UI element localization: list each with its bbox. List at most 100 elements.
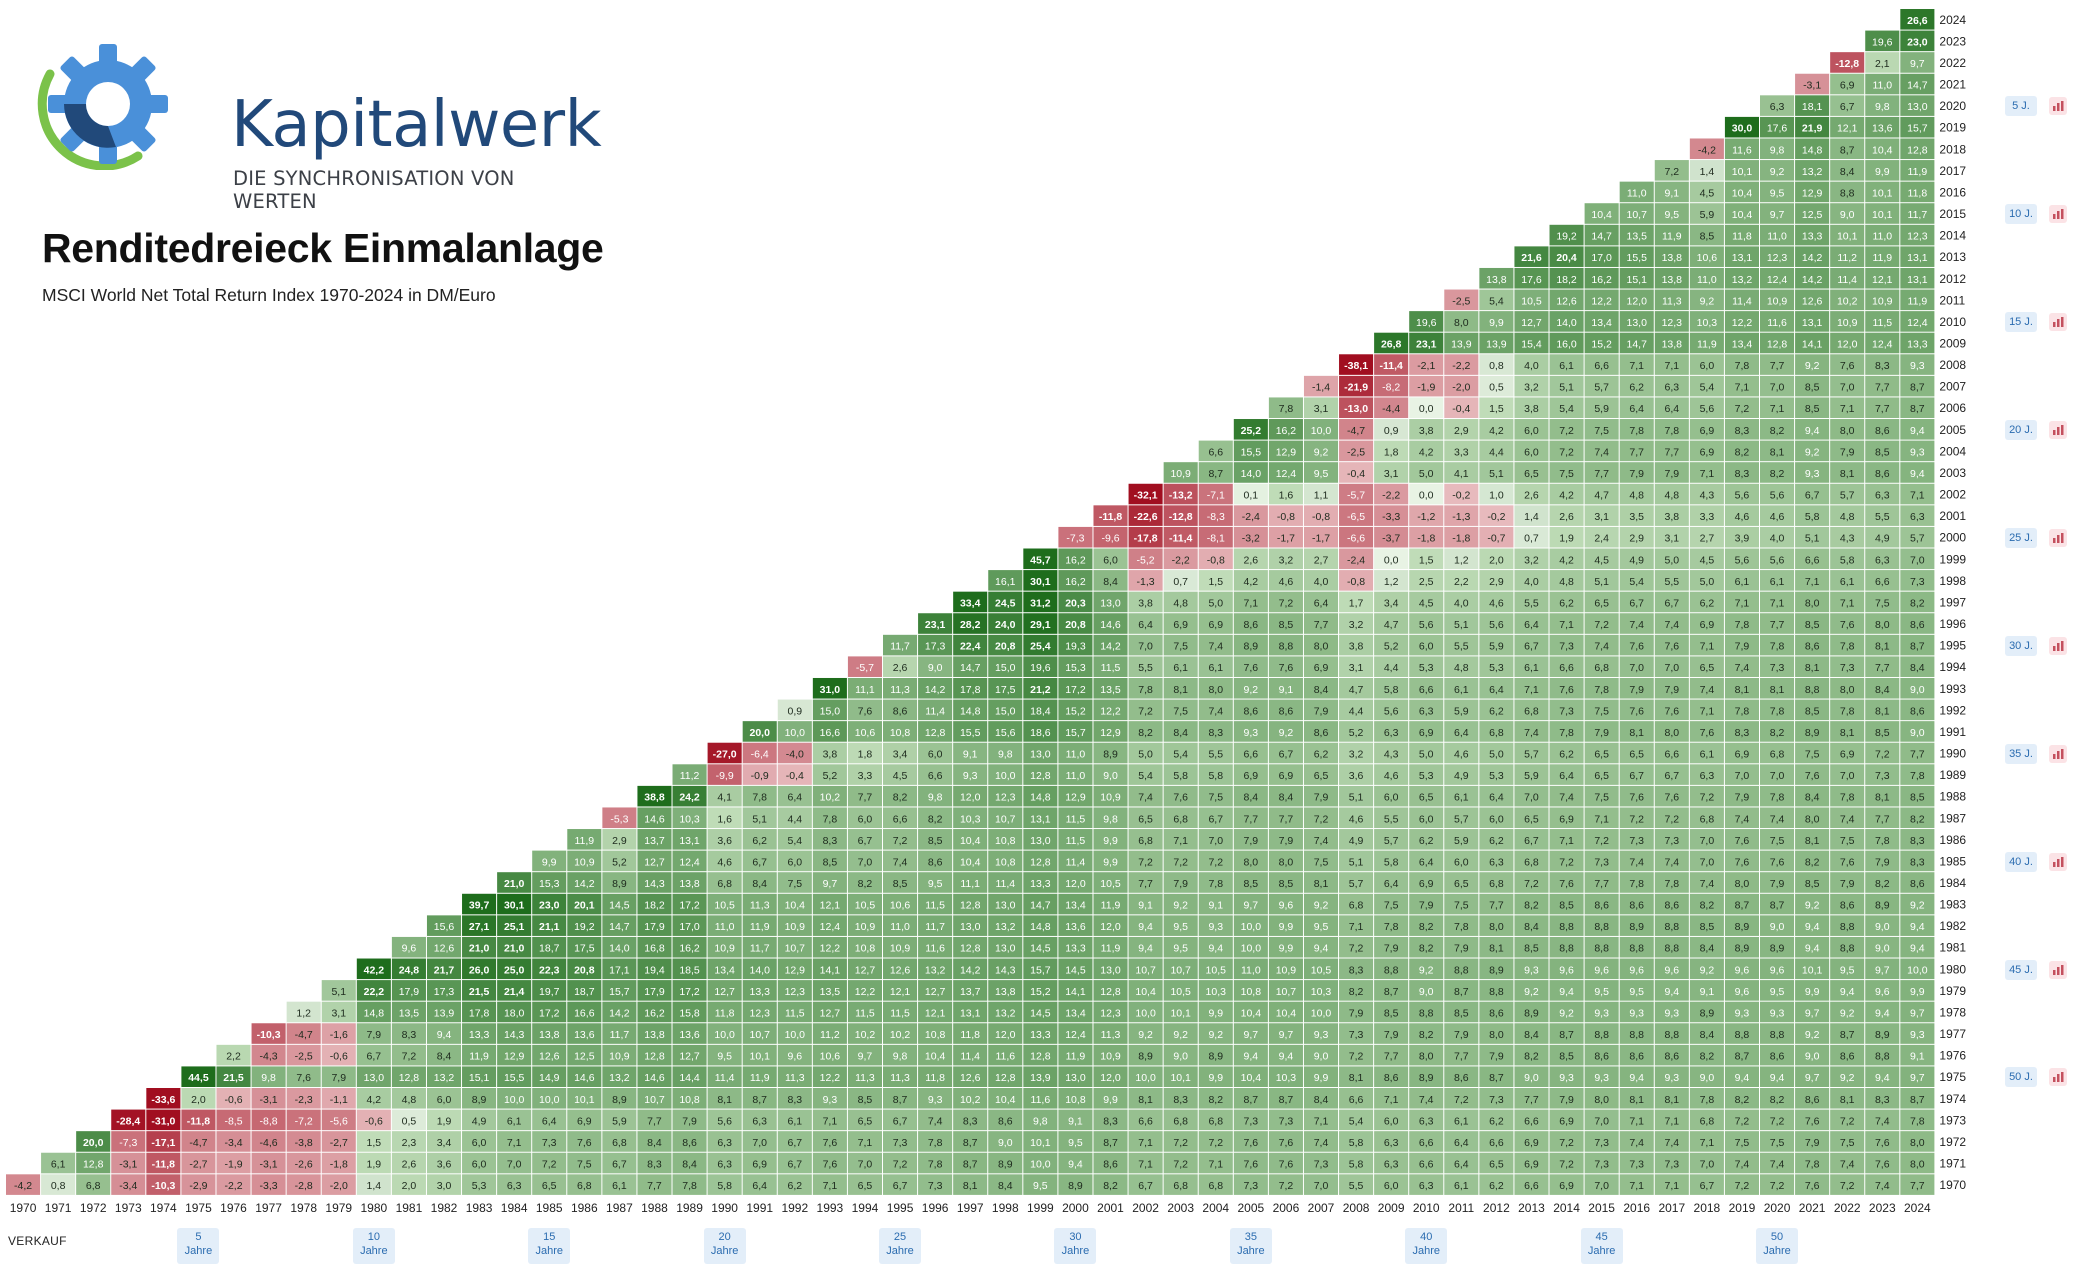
heatmap-cell: 5,7 xyxy=(1374,829,1409,850)
heatmap-cell: 12,6 xyxy=(953,1066,988,1087)
heatmap-cell-value: 13,3 xyxy=(469,1029,490,1041)
heatmap-cell-value: 7,9 xyxy=(1664,684,1679,696)
heatmap-cell-value: 13,3 xyxy=(1065,943,1086,955)
heatmap-cell-value: 9,2 xyxy=(1173,1029,1188,1041)
heatmap-cell: 7,7 xyxy=(1128,872,1163,893)
horizon-button[interactable]: 20 J. xyxy=(2005,420,2037,441)
heatmap-cell: 18,2 xyxy=(1549,267,1584,289)
heatmap-cell-value: -3,3 xyxy=(260,1180,278,1192)
heatmap-cell-fill xyxy=(1795,267,1830,289)
chart-icon[interactable] xyxy=(2049,97,2067,116)
heatmap-cell-value: 6,6 xyxy=(1138,1115,1153,1127)
heatmap-cell: -4,7 xyxy=(1339,419,1374,440)
heatmap-cell: 5,3 xyxy=(1479,656,1514,677)
heatmap-cell: 6,3 xyxy=(1479,850,1514,872)
heatmap-cell: 17,1 xyxy=(602,958,637,980)
heatmap-cell: 8,0 xyxy=(1900,1152,1935,1174)
horizon-button[interactable]: 15 J. xyxy=(2005,312,2037,333)
heatmap-cell: 7,6 xyxy=(1233,656,1268,677)
heatmap-cell-value: 7,0 xyxy=(752,1137,767,1149)
holding-period-button[interactable]: 20 Jahre xyxy=(703,1228,746,1264)
heatmap-cell-value: 15,7 xyxy=(1065,727,1086,739)
holding-period-button[interactable]: 40 Jahre xyxy=(1405,1228,1448,1264)
chart-icon[interactable] xyxy=(2049,960,2067,979)
horizon-button[interactable]: 10 J. xyxy=(2005,204,2037,225)
chart-icon[interactable] xyxy=(2049,528,2067,547)
chart-icon[interactable] xyxy=(2049,205,2067,224)
holding-period-button[interactable]: 5 Jahre xyxy=(177,1228,220,1264)
heatmap-cell-fill xyxy=(1268,591,1303,613)
heatmap-cell-value: 4,6 xyxy=(1735,511,1750,523)
heatmap-cell: 14,7 xyxy=(1023,893,1058,915)
chart-icon[interactable] xyxy=(2049,636,2067,655)
heatmap-cell: 6,7 xyxy=(1619,764,1654,785)
horizon-button[interactable]: 40 J. xyxy=(2005,851,2037,872)
heatmap-cell-value: 9,5 xyxy=(1314,468,1329,480)
holding-period-button[interactable]: 45 Jahre xyxy=(1580,1228,1623,1264)
heatmap-cell: 5,6 xyxy=(1760,483,1795,505)
heatmap-cell-value: 10,9 xyxy=(1872,295,1893,307)
heatmap-cell: 6,7 xyxy=(847,829,882,850)
heatmap-cell: 8,9 xyxy=(1865,1023,1900,1044)
heatmap-cell: 0,0 xyxy=(1409,483,1444,505)
heatmap-cell-value: 17,9 xyxy=(644,986,665,998)
heatmap-cell-value: 10,8 xyxy=(925,1029,946,1041)
heatmap-cell-value: 12,0 xyxy=(1837,338,1858,350)
heatmap-cell: 9,7 xyxy=(847,1044,882,1066)
heatmap-cell-value: 7,4 xyxy=(1314,835,1329,847)
heatmap-cell-fill xyxy=(1058,548,1093,570)
chart-icon[interactable] xyxy=(2049,744,2067,763)
heatmap-cell: 7,4 xyxy=(1619,613,1654,634)
holding-period-button[interactable]: 50 Jahre xyxy=(1756,1228,1799,1264)
heatmap-cell-value: 21,2 xyxy=(1030,684,1051,696)
heatmap-cell-value: 12,6 xyxy=(1802,295,1823,307)
horizon-button[interactable]: 25 J. xyxy=(2005,527,2037,548)
heatmap-cell-fill xyxy=(1023,656,1058,677)
holding-period-button[interactable]: 30 Jahre xyxy=(1054,1228,1097,1264)
heatmap-cell: 9,8 xyxy=(1093,807,1128,829)
holding-period-button[interactable]: 10 Jahre xyxy=(352,1228,395,1264)
heatmap-cell-fill xyxy=(1409,634,1444,656)
heatmap-cell-fill xyxy=(1900,483,1935,505)
heatmap-cell: 8,9 xyxy=(462,1088,497,1109)
heatmap-cell-fill xyxy=(1865,462,1900,483)
heatmap-cell-value: 7,5 xyxy=(1173,705,1188,717)
horizon-button[interactable]: 35 J. xyxy=(2005,743,2037,764)
horizon-button[interactable]: 50 J. xyxy=(2005,1067,2037,1088)
horizon-button[interactable]: 5 J. xyxy=(2005,96,2037,117)
heatmap-cell-value: 18,2 xyxy=(1556,274,1577,286)
heatmap-cell: 12,2 xyxy=(812,1066,847,1087)
heatmap-cell: 21,1 xyxy=(532,915,567,936)
heatmap-cell: 8,6 xyxy=(1444,1066,1479,1087)
heatmap-cell-value: 9,2 xyxy=(1244,684,1259,696)
heatmap-cell: 9,7 xyxy=(1233,1023,1268,1044)
heatmap-cell-value: 8,4 xyxy=(1314,1094,1329,1106)
heatmap-cell-value: 13,9 xyxy=(1451,338,1472,350)
heatmap-cell-value: 7,6 xyxy=(1805,770,1820,782)
heatmap-cell: 9,4 xyxy=(1303,936,1339,958)
heatmap-cell-value: 6,1 xyxy=(1454,792,1469,804)
holding-period-button[interactable]: 15 Jahre xyxy=(528,1228,571,1264)
heatmap-cell-fill xyxy=(1724,591,1759,613)
heatmap-cell: 8,5 xyxy=(1549,1044,1584,1066)
holding-period-button[interactable]: 25 Jahre xyxy=(879,1228,922,1264)
heatmap-cell-value: 6,8 xyxy=(1524,705,1539,717)
heatmap-cell: 12,9 xyxy=(1093,721,1128,742)
heatmap-cell: 7,9 xyxy=(1444,1023,1479,1044)
holding-period-button[interactable]: 35 Jahre xyxy=(1229,1228,1272,1264)
heatmap-cell-fill xyxy=(1444,656,1479,677)
horizon-button[interactable]: 45 J. xyxy=(2005,959,2037,980)
heatmap-cell-value: 24,0 xyxy=(995,619,1016,631)
chart-icon[interactable] xyxy=(2049,421,2067,440)
heatmap-cell-value: 3,2 xyxy=(1349,619,1364,631)
chart-icon[interactable] xyxy=(2049,1068,2067,1087)
horizon-button[interactable]: 30 J. xyxy=(2005,635,2037,656)
chart-icon[interactable] xyxy=(2049,313,2067,332)
heatmap-cell: 6,0 xyxy=(1689,354,1724,375)
heatmap-cell: 8,7 xyxy=(1900,375,1935,397)
heatmap-cell: -11,4 xyxy=(1163,526,1198,548)
heatmap-cell-value: 7,8 xyxy=(1384,921,1399,933)
heatmap-cell-value: 6,2 xyxy=(787,1180,802,1192)
chart-icon[interactable] xyxy=(2049,852,2067,871)
x-tick-label: 2021 xyxy=(1799,1201,1826,1215)
